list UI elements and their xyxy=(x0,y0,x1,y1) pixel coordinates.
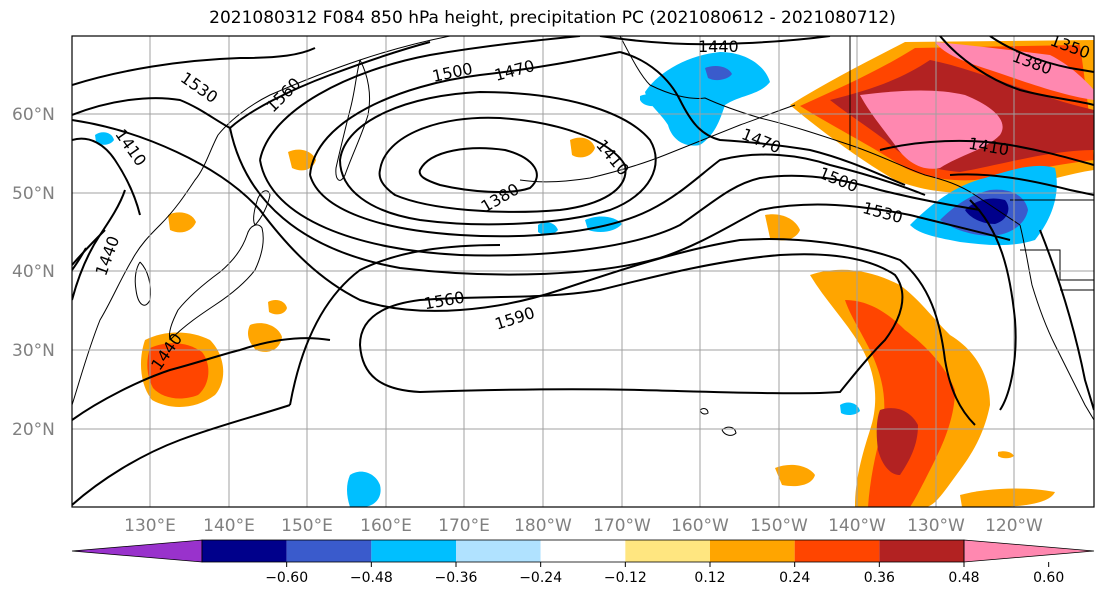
colorbar-tick-label: −0.12 xyxy=(604,570,647,586)
height-contours xyxy=(72,36,1094,506)
map-frame xyxy=(71,35,1095,508)
lon-label: 140°E xyxy=(203,516,255,536)
colorbar-extension-high xyxy=(963,539,1095,563)
map-title: 2021080312 F084 850 hPa height, precipit… xyxy=(209,8,896,28)
longitude-labels: 130°E 140°E 150°E 160°E 170°E 180°W 170°… xyxy=(124,516,1043,536)
gridlines xyxy=(72,36,1094,507)
colorbar-swatch xyxy=(456,540,541,562)
colorbar-swatch xyxy=(794,540,880,562)
colorbar-swatch xyxy=(879,540,964,562)
colorbar-swatch xyxy=(286,540,372,562)
lon-label: 170°E xyxy=(438,516,490,536)
lon-label: 160°E xyxy=(360,516,412,536)
colorbar-tick-label: −0.24 xyxy=(519,570,562,586)
lon-label: 140°W xyxy=(828,516,886,536)
lon-label: 150°W xyxy=(750,516,808,536)
colorbar-tick-label: 0.48 xyxy=(948,570,979,586)
lat-label: 20°N xyxy=(12,420,55,440)
colorbar-swatch xyxy=(710,540,795,562)
lon-label: 170°W xyxy=(593,516,651,536)
colorbar-tick-label: 0.12 xyxy=(694,570,725,586)
colorbar: −0.60 −0.48 −0.36 −0.24 −0.12 0.12 0.24 0.36 0.4… xyxy=(71,539,1095,586)
colorbar-swatch xyxy=(625,540,710,562)
colorbar-extension-low xyxy=(71,539,203,563)
colorbar-tick-label: 0.36 xyxy=(864,570,895,586)
colorbar-tick-label: −0.60 xyxy=(265,570,308,586)
colorbar-tick-label: 0.24 xyxy=(779,570,810,586)
colorbar-tick-label: −0.48 xyxy=(350,570,393,586)
colorbar-swatch xyxy=(540,540,626,562)
lon-label: 180°W xyxy=(514,516,572,536)
lat-label: 60°N xyxy=(12,105,55,125)
precip-shading xyxy=(95,40,1094,507)
colorbar-frame xyxy=(201,539,965,563)
lat-label: 40°N xyxy=(12,262,55,282)
lon-label: 130°W xyxy=(907,516,965,536)
colorbar-swatch xyxy=(371,540,456,562)
coastlines xyxy=(72,36,1094,436)
colorbar-tick-label: 0.60 xyxy=(1033,570,1064,586)
lon-label: 160°W xyxy=(671,516,729,536)
colorbar-swatch xyxy=(202,540,287,562)
lon-label: 150°E xyxy=(281,516,333,536)
lon-label: 120°W xyxy=(985,516,1043,536)
latitude-labels: 60°N 50°N 40°N 30°N 20°N xyxy=(12,105,55,440)
lon-label: 130°E xyxy=(124,516,176,536)
map-panel: 1440 1500 1470 1560 1530 1380 1410 1470 … xyxy=(72,36,1094,507)
colorbar-tick-label: −0.36 xyxy=(435,570,478,586)
lat-label: 30°N xyxy=(12,341,55,361)
lat-label: 50°N xyxy=(12,184,55,204)
contour-label: 1440 xyxy=(698,37,739,56)
